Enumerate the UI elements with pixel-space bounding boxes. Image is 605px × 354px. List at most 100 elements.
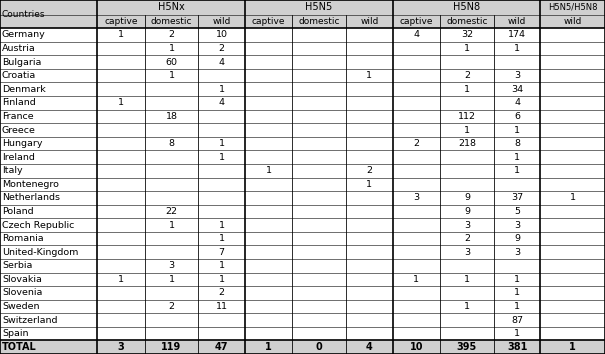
Text: 119: 119	[162, 342, 181, 352]
Bar	[540, 82, 605, 96]
Bar	[346, 245, 393, 259]
Bar	[440, 69, 494, 82]
Bar	[145, 273, 198, 286]
Text: Bulgaria: Bulgaria	[2, 58, 41, 67]
Text: 1: 1	[168, 44, 174, 53]
Text: Ireland: Ireland	[2, 153, 35, 162]
Text: wild: wild	[563, 17, 582, 26]
Bar	[245, 55, 292, 69]
Bar	[540, 177, 605, 191]
Bar	[494, 55, 540, 69]
Bar	[245, 164, 292, 177]
Bar	[0, 286, 97, 300]
Text: 87: 87	[511, 315, 523, 325]
Text: 2: 2	[464, 234, 470, 243]
Bar	[198, 273, 245, 286]
Bar	[145, 232, 198, 245]
Bar	[494, 137, 540, 150]
Text: 3: 3	[168, 261, 174, 270]
Bar	[97, 245, 145, 259]
Bar	[440, 327, 494, 341]
Bar	[145, 42, 198, 55]
Bar	[393, 327, 440, 341]
Bar	[97, 177, 145, 191]
Bar	[97, 110, 145, 123]
Bar	[346, 82, 393, 96]
Bar	[346, 300, 393, 313]
Bar	[540, 273, 605, 286]
Bar	[346, 313, 393, 327]
Bar	[245, 218, 292, 232]
Text: H5N5: H5N5	[305, 2, 332, 12]
Bar	[145, 313, 198, 327]
Bar	[245, 123, 292, 137]
Bar	[440, 232, 494, 245]
Text: 1: 1	[514, 153, 520, 162]
Bar	[198, 259, 245, 273]
Bar	[145, 15, 198, 28]
Bar	[494, 96, 540, 110]
Text: Greece: Greece	[2, 126, 36, 135]
Text: 8: 8	[514, 139, 520, 148]
Bar	[97, 28, 145, 42]
Bar	[245, 82, 292, 96]
Bar	[198, 300, 245, 313]
Bar	[393, 313, 440, 327]
Bar	[245, 42, 292, 55]
Bar	[346, 28, 393, 42]
Text: 1: 1	[218, 261, 224, 270]
Bar	[540, 205, 605, 218]
Bar	[393, 0, 540, 15]
Bar	[245, 245, 292, 259]
Text: Spain: Spain	[2, 329, 28, 338]
Text: 1: 1	[266, 166, 272, 175]
Bar	[393, 82, 440, 96]
Bar	[440, 286, 494, 300]
Bar	[245, 313, 292, 327]
Bar	[393, 55, 440, 69]
Bar	[494, 15, 540, 28]
Bar	[346, 96, 393, 110]
Text: 2: 2	[218, 44, 224, 53]
Bar	[245, 69, 292, 82]
Bar	[540, 28, 605, 42]
Bar	[346, 177, 393, 191]
Bar	[346, 110, 393, 123]
Text: Croatia: Croatia	[2, 71, 36, 80]
Bar	[245, 137, 292, 150]
Bar	[97, 313, 145, 327]
Bar	[145, 137, 198, 150]
Bar	[292, 177, 346, 191]
Text: H5N5/H5N8: H5N5/H5N8	[548, 3, 597, 12]
Bar	[145, 177, 198, 191]
Text: 1: 1	[168, 221, 174, 229]
Text: 1: 1	[118, 30, 124, 40]
Text: 218: 218	[458, 139, 476, 148]
Bar	[0, 55, 97, 69]
Bar	[393, 15, 440, 28]
Text: 60: 60	[166, 58, 177, 67]
Bar	[393, 69, 440, 82]
Bar	[494, 42, 540, 55]
Bar	[145, 150, 198, 164]
Bar	[198, 110, 245, 123]
Bar	[198, 123, 245, 137]
Bar	[393, 218, 440, 232]
Text: Italy: Italy	[2, 166, 22, 175]
Bar	[97, 150, 145, 164]
Text: 1: 1	[464, 44, 470, 53]
Text: Countries: Countries	[2, 10, 45, 19]
Text: 1: 1	[514, 275, 520, 284]
Text: 4: 4	[413, 30, 419, 40]
Bar	[292, 123, 346, 137]
Bar	[245, 15, 292, 28]
Bar	[393, 123, 440, 137]
Text: 4: 4	[218, 98, 224, 107]
Bar	[198, 191, 245, 205]
Bar	[245, 150, 292, 164]
Text: 1: 1	[464, 126, 470, 135]
Bar	[198, 96, 245, 110]
Bar	[198, 42, 245, 55]
Bar	[540, 259, 605, 273]
Text: Romania: Romania	[2, 234, 44, 243]
